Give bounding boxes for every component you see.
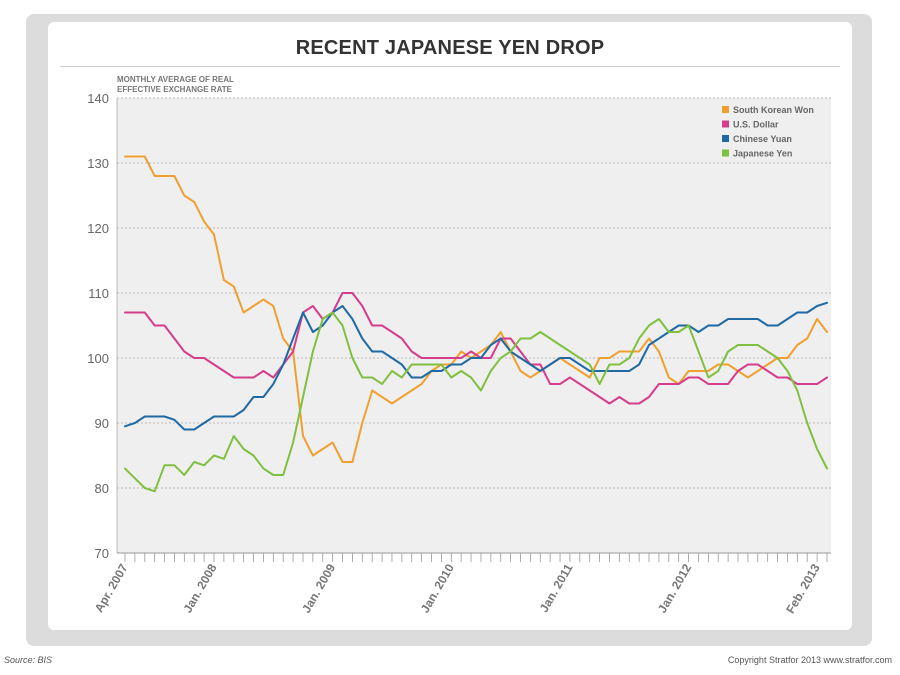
legend: South Korean Won U.S. Dollar Chinese Yuan J… [722,105,814,159]
legend-label: Japanese Yen [733,149,792,159]
y-axis-label-line-2: EFFECTIVE EXCHANGE RATE [117,85,233,94]
y-axis: 70 80 90 100 110 120 130 140 [87,91,118,561]
y-tick-label: 90 [95,416,109,431]
x-tick-label: Jan. 2011 [537,561,576,615]
y-tick-label: 110 [88,286,109,301]
y-tick-label: 140 [87,91,109,106]
y-axis-label-line-1: MONTHLY AVERAGE OF REAL [117,75,234,84]
y-tick-label: 70 [95,546,109,561]
x-tick-label: Jan. 2009 [299,561,338,615]
plot-area [117,98,831,553]
x-tick-label: Feb. 2013 [783,561,823,616]
legend-label: South Korean Won [733,105,814,115]
x-tick-label: Apr. 2007 [92,561,131,614]
y-tick-label: 80 [95,481,109,496]
source-note: Source: BIS [4,655,53,665]
series-line-u-s-dollar [124,292,828,405]
series-line-japanese-yen [124,311,828,493]
legend-swatch [722,120,729,128]
title-divider [60,66,840,67]
y-tick-label: 100 [87,351,109,366]
legend-label: U.S. Dollar [733,120,779,130]
legend-swatch [722,149,729,157]
series-line-chinese-yuan [124,301,828,431]
chart-title: RECENT JAPANESE YEN DROP [295,37,605,59]
y-tick-label: 120 [87,221,109,236]
x-tick-label: Jan. 2012 [655,561,694,615]
legend-label: Chinese Yuan [733,134,792,144]
y-tick-label: 130 [87,156,109,171]
x-axis: Apr. 2007 Jan. 2008 Jan. 2009 Jan. 2010 Jan.… [92,552,831,616]
copyright-note: Copyright Stratfor 2013 www.stratfor.com [727,655,892,665]
legend-swatch [722,135,729,142]
series-lines [124,155,828,493]
x-tick-label: Jan. 2010 [418,561,457,615]
legend-swatch [722,106,729,113]
x-tick-label: Jan. 2008 [180,561,219,615]
